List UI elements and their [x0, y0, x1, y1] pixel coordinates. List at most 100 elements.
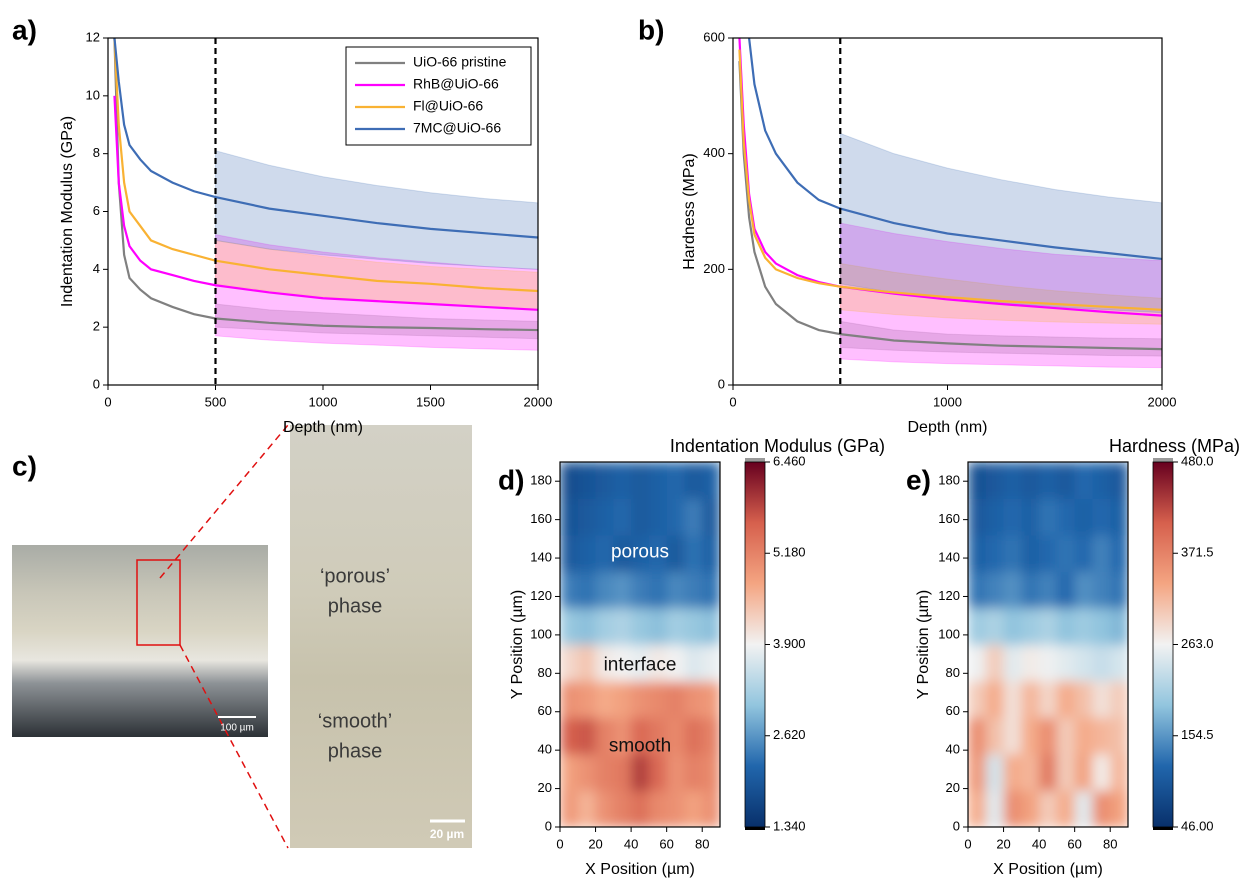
heat-cell — [577, 608, 597, 645]
phase-label: phase — [328, 595, 383, 617]
y-tick-label: 8 — [93, 145, 100, 160]
heat-cell — [595, 608, 614, 645]
heat-cell — [648, 608, 668, 645]
axes-frame — [559, 461, 721, 828]
y-tick-label: 6 — [93, 203, 100, 218]
heat-cell — [1056, 717, 1076, 755]
annotation: porous — [611, 541, 669, 562]
colorbar-tick-label: 2.620 — [773, 727, 806, 742]
y-tick-label: 140 — [938, 549, 960, 564]
heat-cell — [1110, 644, 1128, 682]
heat-cell — [577, 644, 597, 682]
axes-frame — [967, 461, 1129, 828]
colorbar-tick-label: 46.00 — [1181, 818, 1214, 833]
heat-cell — [1056, 535, 1076, 572]
heat-cell — [560, 681, 579, 718]
heat-cell — [968, 681, 987, 718]
heat-cell — [1110, 462, 1128, 499]
heat-cell — [985, 535, 1005, 572]
heat-cell — [595, 644, 614, 682]
heat-cell — [684, 754, 703, 791]
error-band — [215, 150, 538, 270]
colorbar-tick-label: 154.5 — [1181, 727, 1214, 742]
heat-cell — [684, 681, 703, 718]
heat-cell — [702, 754, 720, 791]
colorbar-tick-label: 371.5 — [1181, 545, 1214, 560]
heat-cell — [985, 717, 1005, 755]
heat-cell — [1110, 754, 1128, 791]
y-axis-label: Indentation Modulus (GPa) — [59, 116, 76, 307]
heat-cell — [985, 608, 1005, 645]
x-tick-label: 1000 — [309, 394, 338, 409]
heat-cell — [560, 535, 579, 572]
heat-cell — [1003, 498, 1022, 536]
heat-cell — [702, 681, 720, 718]
heat-cell — [1003, 681, 1022, 718]
heat-cell — [1110, 681, 1128, 718]
y-tick-label: 20 — [538, 780, 552, 795]
heat-cell — [1021, 571, 1040, 609]
colorbar-cap — [1153, 827, 1173, 830]
heat-cell — [560, 462, 579, 499]
heat-cell — [648, 681, 668, 718]
y-tick-label: 20 — [946, 780, 960, 795]
heat-cell — [613, 717, 632, 755]
heat-cell — [1039, 608, 1058, 645]
zoom-box — [136, 559, 181, 646]
y-tick-label: 60 — [538, 703, 552, 718]
heatmap-cells — [968, 462, 1128, 827]
heat-cell — [684, 498, 703, 536]
heat-cell — [702, 717, 720, 755]
heat-cell — [631, 498, 650, 536]
scale-label: 100 µm — [220, 723, 254, 734]
heat-cell — [577, 462, 597, 499]
heat-cell — [631, 754, 650, 791]
heat-cell — [1056, 644, 1076, 682]
panel-label: c) — [12, 450, 37, 481]
heat-cell — [985, 681, 1005, 718]
heat-cell — [560, 644, 579, 682]
heat-cell — [1092, 790, 1111, 827]
heat-cell — [1092, 717, 1111, 755]
plot-area — [113, 38, 538, 351]
legend-label: Fl@UiO-66 — [413, 98, 483, 114]
panel-label: e) — [906, 464, 931, 495]
error-band — [215, 303, 538, 340]
y-tick-label: 100 — [938, 626, 960, 641]
heat-cell — [684, 790, 703, 827]
heat-cell — [1092, 535, 1111, 572]
micrograph: 100 µm ‘porous’ phase ‘smooth’ phase 20 … — [12, 424, 472, 849]
y-tick-label: 2 — [93, 319, 100, 334]
scale-label: 20 µm — [430, 827, 464, 841]
y-tick-label: 400 — [703, 145, 725, 160]
heat-cell — [648, 535, 668, 572]
heat-cell — [613, 681, 632, 718]
y-tick-label: 12 — [86, 29, 100, 44]
overview-image — [12, 545, 268, 737]
heat-cell — [648, 790, 668, 827]
colorbar-cap — [1153, 458, 1173, 462]
heat-cell — [1021, 717, 1040, 755]
error-band — [215, 234, 538, 351]
heat-cell — [1110, 498, 1128, 536]
colorbar-title: Indentation Modulus (GPa) — [670, 436, 885, 456]
y-tick-label: 80 — [946, 665, 960, 680]
heat-cell — [666, 790, 685, 827]
colorbar-tick-label: 6.460 — [773, 453, 806, 468]
y-tick-label: 0 — [93, 376, 100, 391]
heat-cell — [631, 535, 650, 572]
x-tick-label: 0 — [556, 836, 563, 851]
y-tick-label: 120 — [938, 588, 960, 603]
annotation: smooth — [609, 735, 671, 756]
y-tick-label: 40 — [946, 742, 960, 757]
heat-cell — [1021, 790, 1040, 827]
heat-cell — [613, 535, 632, 572]
heat-cell — [595, 754, 614, 791]
heat-cell — [648, 571, 668, 609]
zoom-line — [159, 424, 289, 579]
heat-cell — [666, 681, 685, 718]
colorbar-tick-label: 5.180 — [773, 545, 806, 560]
heat-cell — [985, 498, 1005, 536]
